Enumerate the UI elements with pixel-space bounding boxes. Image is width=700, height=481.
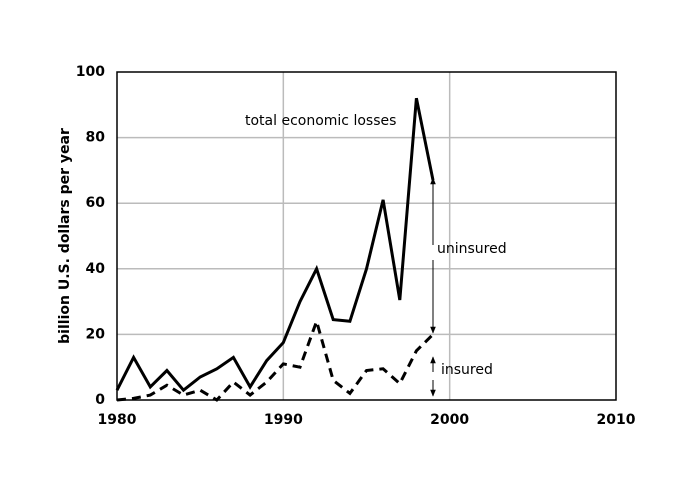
data-line <box>116 316 435 402</box>
plot-frame <box>116 71 617 401</box>
y-tick-label: 40 <box>86 261 106 277</box>
x-tick-label: 2000 <box>430 412 469 428</box>
y-tick-label: 100 <box>76 64 105 80</box>
y-axis-label: billion U.S. dollars per year <box>57 128 73 344</box>
x-tick-label: 1990 <box>264 412 303 428</box>
y-tick-label: 60 <box>86 195 106 211</box>
x-tick-label: 1980 <box>98 412 137 428</box>
y-tick-label: 80 <box>86 130 106 146</box>
data-line <box>115 97 435 393</box>
y-tick-label: 0 <box>95 392 105 408</box>
series-annotation: total economic losses <box>245 113 396 129</box>
y-tick-label: 20 <box>86 326 106 342</box>
annotation: uninsured <box>437 241 507 257</box>
x-tick-label: 2010 <box>597 412 636 428</box>
series-annotation: insured <box>441 362 493 378</box>
